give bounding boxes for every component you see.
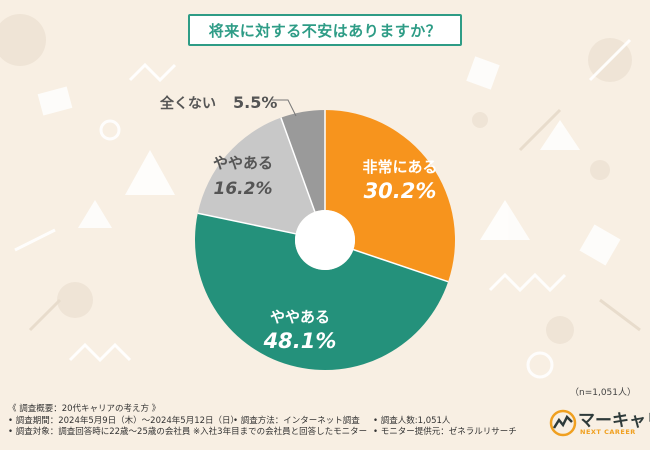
brand-logo: マーキャリ NEXT CAREER (548, 402, 650, 442)
survey-period: • 調査期間：2024年5月9日（木）～2024年5月12日（日） (8, 415, 240, 426)
slice-label-2: ややある (213, 154, 273, 172)
survey-provider: • モニター提供元：ゼネラルリサーチ (373, 427, 517, 437)
logo-mark-icon (549, 409, 577, 437)
pie-slice-1 (195, 213, 449, 370)
survey-footer: 《 調査概要：20代キャリアの考え方 》 • 調査期間：2024年5月9日（木）… (8, 404, 528, 439)
survey-respondents: • 調査人数:1,051人 (373, 415, 451, 426)
pie-slice-0 (325, 110, 455, 282)
slice-value-1: 48.1% (263, 329, 337, 353)
sample-size-label: （n=1,051人） (569, 388, 636, 398)
slice-divider (353, 248, 449, 283)
logo-name: マーキャリ (578, 411, 650, 431)
slice-divider (280, 117, 316, 213)
slice-value-0: 30.2% (364, 179, 437, 203)
slice-label-1: ややある (270, 308, 330, 326)
slice-label-3: 全くない (159, 95, 216, 112)
pie-slice-2 (197, 117, 315, 234)
slice-value-3: 5.5% (233, 93, 277, 112)
slice-value-2: 16.2% (214, 179, 273, 199)
pie-slice-3 (280, 110, 325, 212)
survey-method: • 調査方法：インターネット調査 (233, 415, 360, 426)
survey-target: • 調査対象：調査回答時に22歳～25歳の会社員 ※入社3年目までの会社員と回答… (8, 427, 368, 437)
survey-title: 《 調査概要：20代キャリアの考え方 》 (8, 404, 161, 414)
page-title: 将来に対する不安はありますか？ (188, 14, 462, 46)
logo-tagline: NEXT CAREER (580, 428, 636, 436)
slice-label-0: 非常にある (362, 158, 437, 176)
slice-divider (197, 212, 296, 235)
donut-hole (295, 210, 355, 270)
leader-line (272, 99, 297, 117)
